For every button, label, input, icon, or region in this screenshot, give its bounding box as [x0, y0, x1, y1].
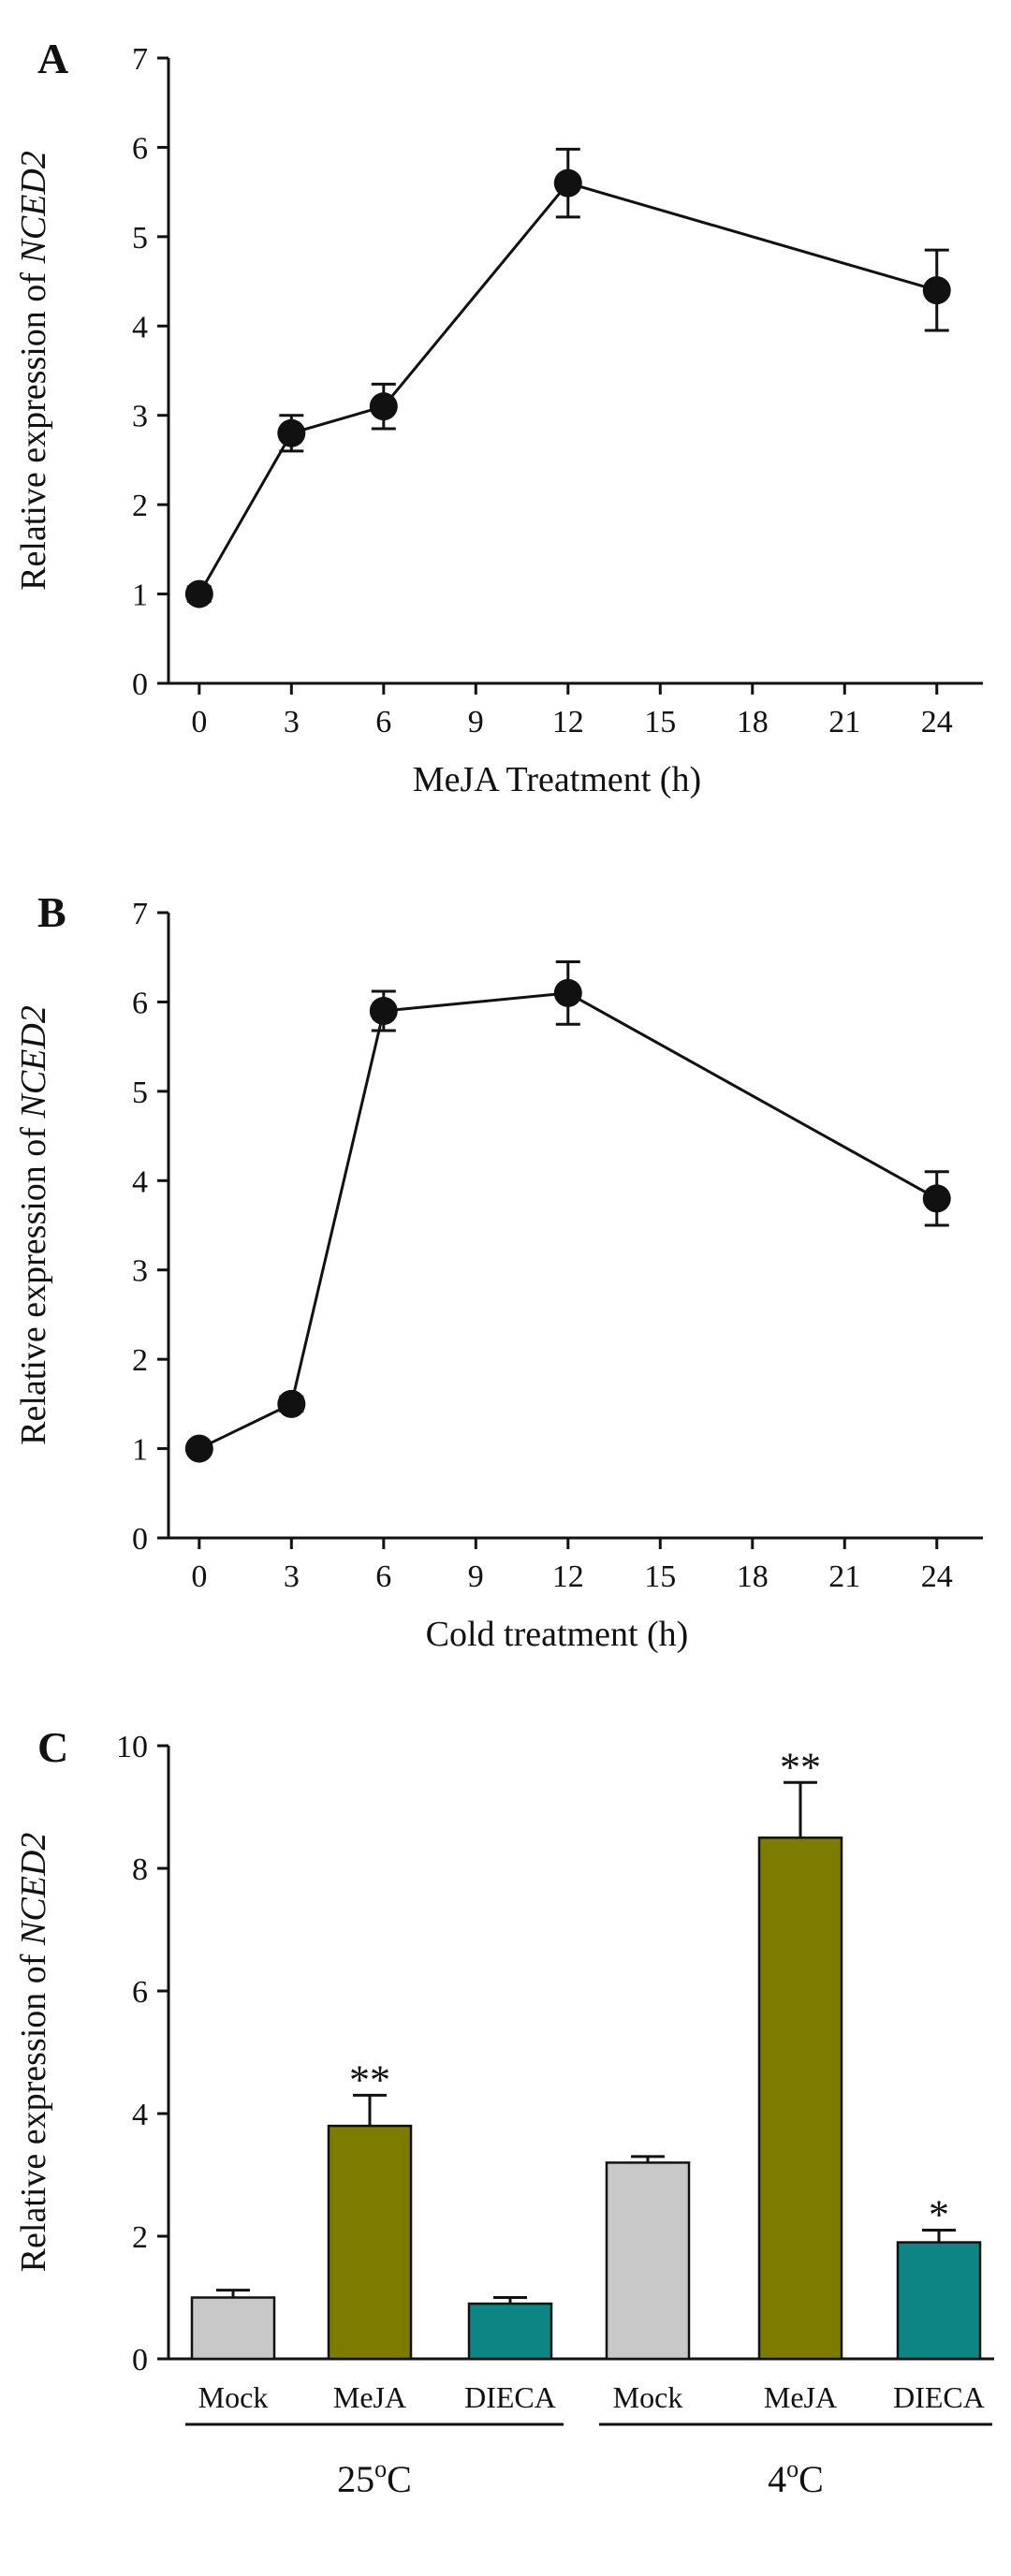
x-tick-label: 3: [284, 705, 300, 739]
group-label-unit: C: [799, 2458, 824, 2500]
group-label: 4oC: [768, 2455, 824, 2500]
y-axis-label-gene: NCED2: [14, 1005, 53, 1119]
x-tick-label: 3: [284, 1559, 300, 1594]
y-tick-label: 5: [132, 1076, 148, 1110]
category-label: MeJA: [333, 2380, 406, 2414]
x-axis-label: MeJA Treatment (h): [413, 760, 701, 799]
y-axis-label-prefix: Relative expression of: [14, 264, 53, 591]
x-tick-label: 18: [737, 705, 769, 739]
data-point: [184, 1434, 213, 1463]
y-tick-label: 6: [132, 131, 148, 166]
bar: [467, 2302, 553, 2361]
x-axis-label: Cold treatment (h): [426, 1615, 689, 1654]
y-tick-label: 7: [132, 897, 148, 931]
panel-c: C 0 2 4 6 8 10 Mock ** MeJA DIECA Mock ** MeJA * DIECA 2…: [37, 1723, 994, 2500]
x-tick-label: 12: [552, 1559, 584, 1594]
x-tick-label: 18: [737, 1559, 769, 1594]
x-tick-label: 9: [468, 705, 484, 739]
category-label: Mock: [613, 2380, 683, 2414]
y-tick-label: 2: [132, 489, 148, 523]
data-point: [184, 579, 213, 608]
y-axis-label-gene: NCED2: [14, 1833, 53, 1946]
y-tick-label: 8: [132, 1852, 148, 1887]
y-axis-label-prefix: Relative expression of: [14, 1119, 53, 1445]
series-line: [198, 181, 938, 595]
data-point: [922, 1184, 951, 1213]
y-tick-label: 2: [132, 1343, 148, 1378]
x-tick-label: 24: [921, 1559, 953, 1594]
x-tick-label: 12: [552, 705, 584, 739]
y-tick-label: 5: [132, 221, 148, 256]
significance-label: **: [780, 1744, 821, 1790]
data-point: [553, 168, 582, 198]
y-tick-label: 4: [132, 1164, 148, 1199]
y-tick-label: 4: [132, 310, 148, 344]
data-point: [553, 978, 582, 1007]
bar: [327, 2124, 413, 2361]
y-tick-label: 3: [132, 400, 148, 434]
panel-label: B: [37, 888, 66, 936]
y-tick-label: 2: [132, 2220, 148, 2255]
x-tick-label: 21: [828, 705, 860, 739]
y-axis-label-prefix: Relative expression of: [14, 1945, 53, 2272]
category-label: Mock: [198, 2380, 269, 2414]
group-label: 25oC: [337, 2455, 412, 2500]
category-label: DIECA: [893, 2380, 985, 2414]
y-tick-label: 0: [132, 2343, 148, 2378]
y-axis-label-gene: NCED2: [14, 151, 53, 264]
bar: [757, 1837, 843, 2361]
data-point: [369, 996, 398, 1025]
x-tick-label: 21: [828, 1559, 860, 1594]
y-tick-label: 10: [116, 1730, 148, 1764]
significance-label: *: [929, 2191, 949, 2237]
y-tick-label: 6: [132, 986, 148, 1020]
group-label-value: 25: [337, 2458, 374, 2500]
category-label: DIECA: [464, 2380, 556, 2414]
group-label-degree: o: [786, 2455, 799, 2482]
group-label-degree: o: [374, 2455, 387, 2482]
data-point: [277, 1389, 306, 1418]
bar: [896, 2241, 982, 2361]
bar: [190, 2296, 276, 2361]
panel-label: A: [37, 35, 68, 82]
data-point: [922, 276, 951, 305]
panel-label: C: [37, 1723, 68, 1771]
x-tick-label: 24: [921, 705, 953, 739]
y-tick-label: 4: [132, 2098, 148, 2132]
y-tick-label: 1: [132, 578, 148, 613]
y-axis-label: Relative expression of NCED2: [14, 1005, 53, 1445]
y-tick-label: 0: [132, 667, 148, 702]
y-tick-label: 7: [132, 42, 148, 77]
x-tick-label: 6: [375, 705, 391, 739]
x-tick-label: 15: [644, 705, 676, 739]
x-tick-label: 15: [644, 1559, 676, 1594]
group-label-unit: C: [387, 2458, 412, 2500]
bar: [605, 2161, 691, 2361]
x-tick-label: 0: [191, 705, 207, 739]
y-axis-label: Relative expression of NCED2: [14, 1833, 53, 2273]
y-tick-label: 3: [132, 1254, 148, 1289]
y-axis-label: Relative expression of NCED2: [14, 151, 53, 591]
x-tick-label: 0: [191, 1559, 207, 1594]
y-tick-label: 0: [132, 1522, 148, 1557]
y-tick-label: 1: [132, 1433, 148, 1468]
x-tick-label: 6: [375, 1559, 391, 1594]
series-line: [198, 991, 938, 1450]
data-point: [369, 392, 398, 421]
x-tick-label: 9: [468, 1559, 484, 1594]
data-point: [277, 418, 306, 447]
category-label: MeJA: [764, 2380, 837, 2414]
group-label-value: 4: [768, 2458, 786, 2500]
y-tick-label: 6: [132, 1975, 148, 2010]
significance-label: **: [349, 2056, 390, 2102]
